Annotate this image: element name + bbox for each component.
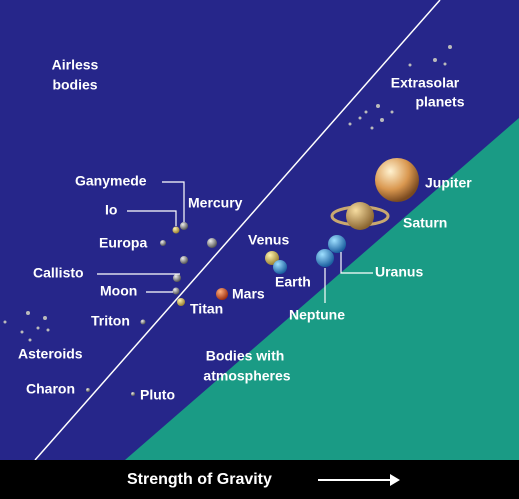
body-label: Asteroids	[18, 346, 83, 362]
moon	[86, 388, 90, 392]
body-label: Jupiter	[425, 175, 472, 191]
moon	[140, 319, 146, 325]
atmosphere-region	[125, 118, 519, 460]
body-label: Mercury	[188, 195, 243, 211]
body-label: Pluto	[140, 387, 175, 403]
body-label: Earth	[275, 274, 311, 290]
planet	[375, 158, 419, 202]
body-label: Io	[105, 202, 117, 218]
planet	[328, 235, 346, 253]
planet	[273, 260, 287, 274]
planet	[316, 249, 334, 267]
moon	[172, 287, 180, 295]
body-label: Venus	[248, 232, 289, 248]
body-label: Triton	[91, 313, 130, 329]
region-label: Extrasolar	[391, 75, 460, 91]
moon	[173, 274, 181, 282]
body-label: Ganymede	[75, 173, 147, 189]
region-label: planets	[415, 94, 464, 110]
region-label: Airless	[52, 57, 99, 73]
dots	[3, 45, 452, 342]
divider	[34, 0, 441, 461]
planet	[207, 238, 217, 248]
moon	[180, 256, 188, 264]
body-label: Callisto	[33, 265, 84, 281]
planet	[265, 251, 279, 265]
planet	[131, 392, 135, 396]
moon	[180, 222, 188, 230]
moon	[172, 226, 180, 234]
arrow-head	[390, 474, 400, 486]
moon	[160, 240, 166, 246]
body-label: Uranus	[375, 264, 423, 280]
body-label: Titan	[190, 301, 223, 317]
planet	[346, 202, 374, 230]
body-label: Moon	[100, 283, 137, 299]
body-label: Mars	[232, 286, 265, 302]
region-label: bodies	[52, 77, 97, 93]
body-label: Saturn	[403, 215, 447, 231]
region-label: atmospheres	[203, 368, 290, 384]
leader-lines	[97, 181, 373, 303]
footer-bar	[0, 460, 519, 499]
body-label: Neptune	[289, 307, 345, 323]
body-label: Charon	[26, 381, 75, 397]
region-label: Bodies with	[206, 348, 285, 364]
planet	[216, 288, 228, 300]
moon	[177, 298, 185, 306]
footer-label: Strength of Gravity	[127, 471, 272, 488]
body-label: Europa	[99, 235, 147, 251]
